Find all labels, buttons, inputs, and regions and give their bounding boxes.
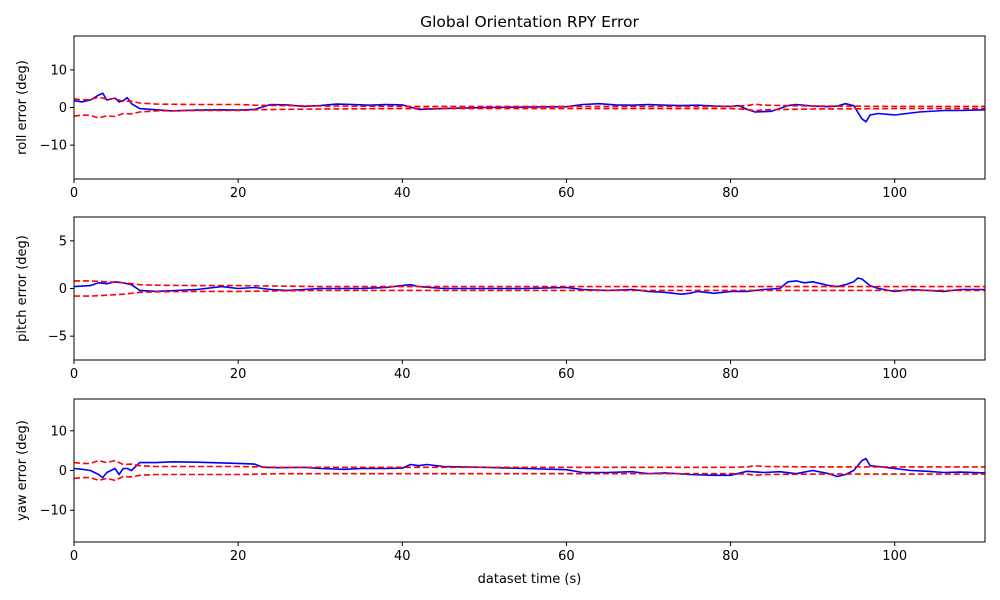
pitch-subplot: 0 20 40 60 80 100 −5 0 5 pitch error (deg) bbox=[15, 216, 986, 382]
x-axis-label: dataset time (s) bbox=[478, 572, 582, 587]
roll-bound-line-2 bbox=[74, 107, 985, 119]
roll-series-group bbox=[74, 92, 985, 123]
roll-x-tick-label: 100 bbox=[882, 186, 907, 201]
roll-y-axis-label: roll error (deg) bbox=[15, 60, 30, 155]
pitch-series-group bbox=[74, 277, 985, 297]
pitch-x-tick-label: 100 bbox=[882, 367, 907, 382]
yaw-x-tick-label: 100 bbox=[882, 549, 907, 564]
roll-x-tick-label: 80 bbox=[722, 186, 739, 201]
roll-y-tick-label: 0 bbox=[59, 101, 67, 116]
pitch-bound-line-1 bbox=[74, 280, 985, 288]
roll-x-tick-label: 20 bbox=[230, 186, 247, 201]
figure-title: Global Orientation RPY Error bbox=[420, 13, 639, 31]
yaw-bound-line-1 bbox=[74, 459, 985, 469]
pitch-x-tick-label: 60 bbox=[558, 367, 575, 382]
yaw-x-tick-label: 0 bbox=[70, 549, 78, 564]
pitch-x-tick-label: 80 bbox=[722, 367, 739, 382]
pitch-x-tick-label: 0 bbox=[70, 367, 78, 382]
yaw-bound-line-2 bbox=[74, 472, 985, 482]
roll-x-tick-label: 40 bbox=[394, 186, 411, 201]
pitch-y-axis-label: pitch error (deg) bbox=[15, 235, 30, 342]
yaw-series-group bbox=[74, 457, 985, 482]
roll-bound-line-1 bbox=[74, 96, 985, 108]
pitch-x-tick-label: 40 bbox=[394, 367, 411, 382]
pitch-bound-line-2 bbox=[74, 289, 985, 297]
yaw-y-tick-label: 10 bbox=[50, 424, 67, 439]
pitch-y-tick-label: 0 bbox=[59, 282, 67, 297]
pitch-y-tick-label: −5 bbox=[48, 330, 67, 345]
yaw-x-tick-label: 80 bbox=[722, 549, 739, 564]
roll-subplot: 0 20 40 60 80 100 −10 0 10 roll error (deg) bbox=[15, 35, 986, 201]
yaw-x-tick-label: 40 bbox=[394, 549, 411, 564]
yaw-y-axis-label: yaw error (deg) bbox=[15, 420, 30, 521]
pitch-y-tick-label: 5 bbox=[59, 234, 67, 249]
roll-x-tick-label: 60 bbox=[558, 186, 575, 201]
pitch-x-tick-label: 20 bbox=[230, 367, 247, 382]
yaw-y-tick-label: −10 bbox=[40, 504, 67, 519]
roll-y-tick-label: −10 bbox=[40, 139, 67, 154]
roll-x-tick-label: 0 bbox=[70, 186, 78, 201]
yaw-y-tick-label: 0 bbox=[59, 464, 67, 479]
roll-y-tick-label: 10 bbox=[50, 63, 67, 78]
yaw-x-tick-label: 60 bbox=[558, 549, 575, 564]
yaw-subplot: 0 20 40 60 80 100 −10 0 10 yaw error (deg) bbox=[15, 398, 986, 564]
pitch-error-line bbox=[74, 277, 985, 296]
yaw-x-tick-label: 20 bbox=[230, 549, 247, 564]
